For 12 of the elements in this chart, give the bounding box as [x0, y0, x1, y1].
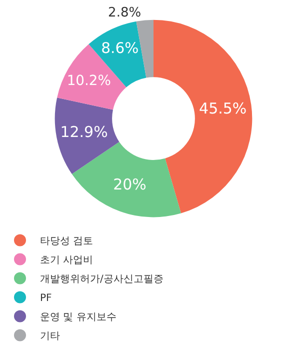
data-label: 8.6%	[101, 40, 139, 58]
legend-label: 개발행위허가/공사신고필증	[40, 274, 164, 286]
legend-label: 타당성 검토	[40, 236, 94, 248]
data-label: 2.8%	[108, 5, 142, 20]
legend-label: 기타	[40, 331, 60, 342]
legend-label: 운영 및 유지보수	[40, 312, 116, 324]
legend-label: 초기 사업비	[40, 255, 94, 266]
data-label: 20%	[113, 175, 146, 194]
data-label: 45.5%	[199, 100, 247, 118]
data-label: 12.9%	[60, 123, 108, 142]
data-label: 10.2%	[66, 72, 112, 89]
legend-label: PF	[40, 293, 52, 304]
